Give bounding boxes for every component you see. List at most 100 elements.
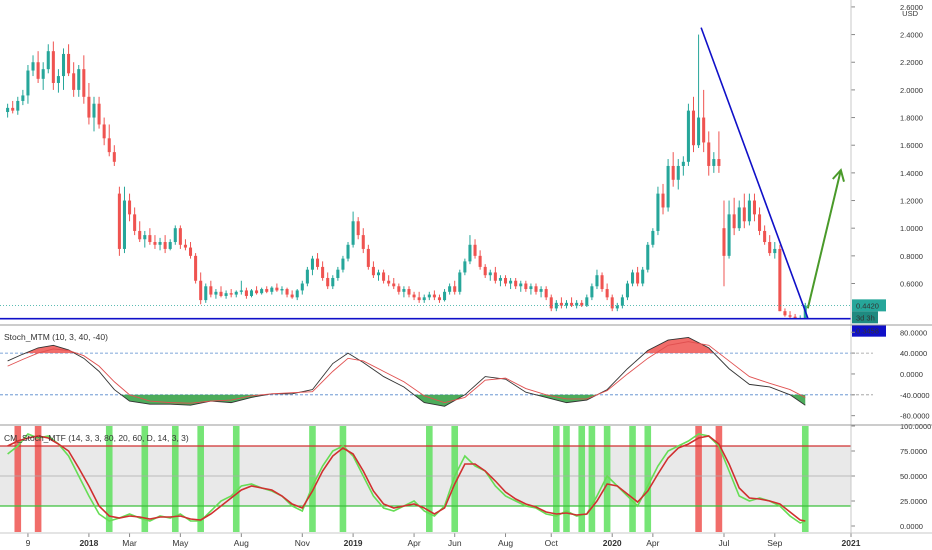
candle-up [295,290,299,298]
candle-up [529,286,533,290]
price-tick-label: 1.2000 [900,197,923,206]
candle-up [234,291,238,295]
candle-up [26,70,30,96]
support-price-label: 0.3458 [856,327,879,336]
candle-down [356,221,360,236]
candle-up [41,69,45,79]
currency-label: USD [902,9,918,18]
candle-up [458,272,462,292]
candle-down [758,214,762,231]
candle-down [285,289,289,295]
candle-up [712,159,716,166]
candle-down [524,283,528,290]
stoch-mtm-overbought-fill [26,345,74,354]
candle-down [691,110,696,146]
candle-up [31,62,35,71]
cm-stoch-signal-band-green [629,426,636,532]
candle-down [778,248,782,312]
candle-up [427,294,431,298]
candle-up [615,305,619,309]
trendline [700,27,809,319]
candle-down [752,200,756,215]
candle-up [773,248,777,254]
candle-down [102,124,106,139]
price-tick-label: 1.8000 [900,114,923,123]
candle-down [275,287,279,291]
candle-up [468,244,472,262]
candle-down [503,277,508,284]
cm-stoch-signal-band-green [171,426,179,532]
candle-down [432,294,436,298]
last-price-badge [852,299,886,312]
cm-stoch-title: CM_Stoch_MTF (14, 3, 3, 80, 20, 60, D, 1… [4,433,189,443]
support-price-badge [852,324,886,337]
candle-up [122,200,126,249]
candle-up [341,258,345,270]
candle-up [519,283,523,287]
candle-down [453,286,457,292]
price-tick-label: 2.4000 [900,31,923,40]
candle-down [209,286,213,295]
candle-down [661,193,665,208]
stoch-mtm-tick-label: -80.0000 [900,412,930,421]
candle-up [651,230,655,245]
candle-down [87,96,91,118]
time-tick-label: 2018 [79,538,98,548]
cm-stoch-tick-label: 25.0000 [900,497,927,506]
candle-down [382,272,386,281]
price-tick-label: 1.0000 [900,224,923,233]
candle-down [768,242,772,254]
price-axis: 2.6000 2.4000 2.2000 2.0000 1.8000 1.6000 1.40… [851,3,931,531]
candle-up [488,272,492,276]
candle-down [407,289,411,295]
cm-stoch-pane: CM_Stoch_MTF (14, 3, 3, 80, 20, 60, D, 1… [0,426,851,532]
cm-stoch-tick-label: 100.0000 [900,422,931,431]
candle-down [163,242,167,249]
time-tick-label: Aug [234,538,249,548]
candle-up [260,289,264,294]
price-pane [0,27,851,320]
cm-stoch-signal-band-green [309,426,316,532]
candle-down [97,103,101,125]
cm-stoch-signal-band-green [644,426,652,532]
candle-down [788,315,792,317]
candle-down [610,297,614,309]
cm-stoch-fast-line [7,433,806,524]
candle-up [214,291,218,295]
candle-down [559,302,563,306]
last-price-label: 0.4420 [856,301,879,310]
candle-up [310,258,314,270]
candle-down [128,200,132,215]
candle-up [376,272,381,276]
candle-down [194,255,198,281]
stoch-mtm-oversold-fill [121,394,266,406]
candle-down [483,266,487,276]
target-arrow-shaft [806,169,842,309]
price-tick-label: 2.0000 [900,86,923,95]
candle-down [72,73,76,90]
cm-stoch-tick-label: 75.0000 [900,447,927,456]
price-tick-label: 2.2000 [900,58,923,67]
candle-up [173,228,177,243]
time-tick-label: Aug [498,538,513,548]
candle-down [51,51,55,83]
cm-stoch-signal-band-green [801,426,809,532]
candle-down [600,275,604,290]
time-tick-label: May [172,538,189,548]
candle-up [92,103,96,118]
candle-up [656,193,660,231]
stoch-mtm-title: Stoch_MTM (10, 3, 40, -40) [4,332,108,342]
candle-down [722,228,726,256]
time-tick-label: Sep [767,538,782,548]
candle-down [544,289,548,298]
candle-up [646,244,650,270]
candle-up [509,280,513,284]
candle-up [305,269,309,284]
candle-up [686,110,690,162]
candle-down [183,244,187,248]
stoch-mtm-tick-label: 80.0000 [900,328,927,337]
candle-down [153,242,157,245]
candle-up [158,242,162,245]
candle-up [681,161,685,166]
time-tick-label: Oct [545,538,559,548]
